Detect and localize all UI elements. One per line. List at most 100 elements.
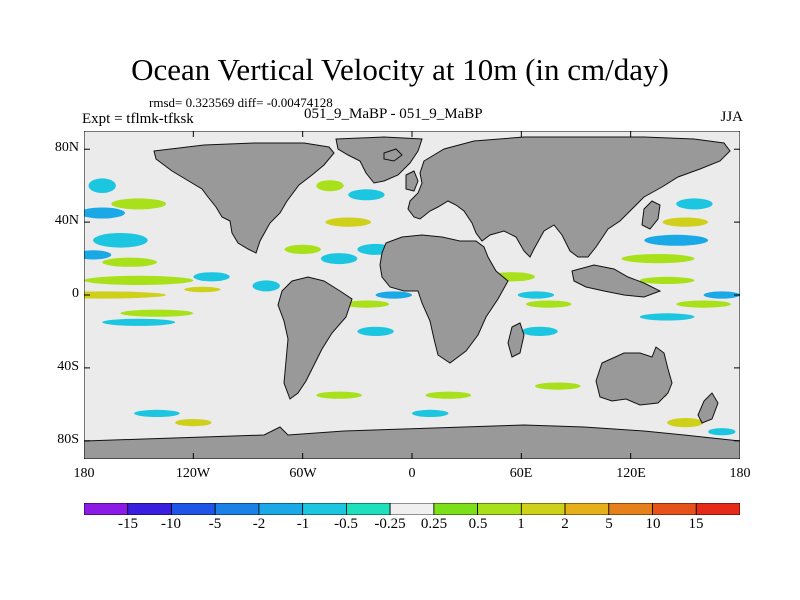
velocity-patch	[175, 419, 212, 427]
velocity-patch	[316, 391, 362, 399]
antarctica-land	[84, 424, 740, 459]
lon-label-120e: 120E	[616, 466, 646, 481]
axis-ticks	[84, 131, 740, 459]
velocity-patch	[375, 291, 412, 299]
velocity-patch	[621, 254, 695, 264]
velocity-patch	[316, 180, 344, 192]
velocity-patch	[84, 291, 166, 299]
colorbar-label: -5	[208, 516, 222, 532]
velocity-patch	[111, 198, 166, 210]
case-label: 051_9_MaBP - 051_9_MaBP	[304, 106, 483, 122]
colorbar-swatch	[171, 503, 216, 515]
madagascar-land	[507, 322, 525, 358]
lat-label-40n: 40N	[54, 213, 79, 228]
velocity-patch	[193, 272, 230, 282]
velocity-patch	[676, 300, 731, 308]
colorbar	[84, 503, 740, 515]
velocity-patch	[343, 300, 390, 308]
lat-label-80n: 80N	[54, 140, 79, 155]
season-label: JJA	[720, 109, 743, 125]
velocity-patch	[639, 313, 695, 321]
velocity-patch	[84, 207, 125, 219]
colorbar-swatch	[433, 503, 478, 515]
velocity-patch	[517, 291, 555, 299]
velocity-patch	[708, 428, 736, 436]
colorbar-label: 2	[561, 516, 569, 532]
map-title: Ocean Vertical Velocity at 10m (in cm/da…	[131, 52, 669, 87]
iceland-land	[383, 148, 403, 162]
australia-land	[595, 346, 673, 406]
lat-label-40s: 40S	[57, 359, 79, 374]
lon-label-60e: 60E	[509, 466, 533, 481]
colorbar-label: 10	[645, 516, 661, 532]
world-map	[84, 131, 740, 459]
colorbar-swatch	[608, 503, 653, 515]
south-america-land	[277, 276, 353, 400]
velocity-patch	[284, 244, 321, 254]
new-zealand-land	[697, 392, 719, 424]
colorbar-swatch	[258, 503, 304, 515]
greenland-land	[335, 136, 423, 184]
colorbar-swatch	[214, 503, 260, 515]
lat-label-80s: 80S	[57, 432, 79, 447]
velocity-patch	[639, 276, 695, 284]
velocity-patch	[84, 250, 112, 260]
colorbar-swatch	[520, 503, 566, 515]
velocity-patch	[120, 309, 194, 317]
lon-label-180e: 180	[729, 466, 751, 481]
velocity-patch	[134, 409, 180, 417]
lat-label-0: 0	[72, 286, 79, 301]
velocity-patch	[102, 318, 176, 326]
colorbar-swatch	[84, 503, 129, 515]
velocity-patches	[84, 178, 740, 436]
velocity-patch	[84, 275, 194, 285]
colorbar-label: 5	[605, 516, 613, 532]
japan-land	[641, 200, 661, 230]
velocity-patch	[412, 409, 449, 417]
lon-label-180w: 180	[73, 466, 95, 481]
colorbar-label: -10	[161, 516, 181, 532]
velocity-patch	[535, 382, 581, 390]
colorbar-swatch	[127, 503, 172, 515]
indonesia-land	[571, 264, 662, 298]
velocity-patch	[644, 234, 709, 246]
velocity-patch	[667, 418, 704, 428]
colorbar-swatch	[389, 503, 435, 515]
lon-label-60w: 60W	[289, 466, 317, 481]
colorbar-swatch	[564, 503, 610, 515]
lon-label-0: 0	[408, 466, 416, 481]
north-america-land	[153, 142, 335, 254]
velocity-patch	[703, 291, 740, 299]
colorbar-label: 1	[517, 516, 525, 532]
africa-land	[379, 234, 509, 364]
colorbar-label: 0.5	[468, 516, 488, 532]
velocity-patch	[320, 253, 358, 265]
colorbar-label: -2	[252, 516, 266, 532]
lon-label-120w: 120W	[175, 466, 211, 481]
uk-land	[405, 170, 419, 192]
velocity-patch	[425, 391, 472, 399]
velocity-patch	[252, 280, 280, 292]
velocity-patch	[184, 286, 221, 293]
colorbar-label: 0.25	[420, 516, 448, 532]
velocity-patch	[521, 326, 558, 336]
velocity-patch	[88, 178, 116, 193]
colorbar-swatch	[477, 503, 522, 515]
colorbar-swatch	[302, 503, 347, 515]
colorbar-label: 15	[688, 516, 704, 532]
colorbar-label: -1	[296, 516, 310, 532]
colorbar-label: -0.5	[334, 516, 358, 532]
experiment-label: Expt = tflmk-tfksk	[82, 111, 194, 127]
velocity-patch	[102, 257, 157, 267]
colorbar-swatch	[695, 503, 740, 515]
velocity-patch	[662, 217, 709, 227]
colorbar-swatch	[652, 503, 697, 515]
colorbar-swatch	[345, 503, 391, 515]
velocity-patch	[93, 233, 148, 248]
velocity-patch	[325, 217, 371, 227]
rmsd-diff-stats: rmsd= 0.323569 diff= -0.00474128	[149, 95, 333, 110]
velocity-patch	[676, 198, 713, 210]
velocity-patch	[525, 300, 572, 308]
colorbar-label: -0.25	[374, 516, 406, 532]
velocity-patch	[357, 326, 394, 336]
